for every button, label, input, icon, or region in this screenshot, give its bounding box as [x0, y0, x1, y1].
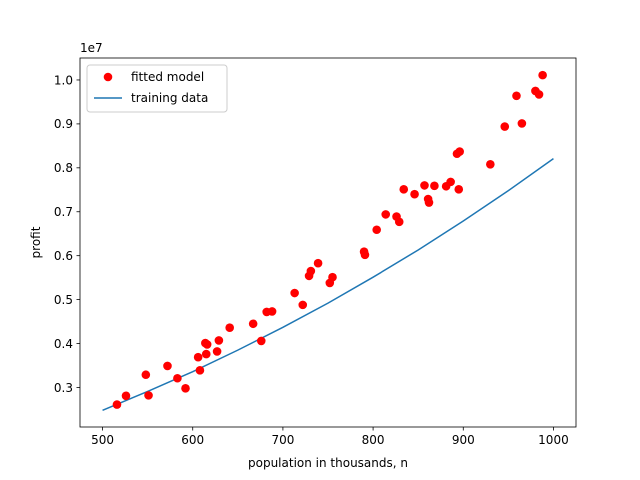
y-tick-label: 0.8 [54, 161, 73, 175]
scatter-point [420, 181, 429, 190]
scatter-point [410, 189, 419, 199]
y-tick-label: 1.0 [54, 73, 73, 87]
scatter-point [381, 210, 391, 219]
y-tick-label: 0.6 [54, 249, 73, 263]
y-tick-label: 0.4 [54, 337, 73, 351]
x-tick-label: 900 [452, 433, 475, 447]
scatter-point [248, 319, 258, 329]
scatter-point [212, 347, 222, 356]
scatter-point [372, 225, 382, 235]
scatter-point [512, 91, 521, 101]
scatter-point [306, 266, 316, 276]
scatter-point [112, 400, 122, 409]
scatter-point [313, 258, 323, 268]
x-axis-label: population in thousands, n [248, 456, 408, 470]
scatter-point [202, 340, 212, 349]
scatter-point [256, 336, 266, 346]
scatter-point [298, 300, 308, 310]
legend-marker-fitted-model [103, 72, 113, 82]
scatter-point [193, 352, 203, 362]
scatter-point [454, 185, 464, 194]
legend: fitted model training data [86, 64, 228, 113]
plot-area [102, 70, 554, 412]
axes-frame [79, 57, 577, 428]
scatter-point [517, 119, 527, 128]
scatter-point [430, 181, 439, 191]
y-tick-label: 0.9 [54, 117, 73, 131]
scatter-point [214, 336, 224, 345]
scatter-point [500, 122, 510, 131]
scatter-point [446, 177, 455, 187]
scatter-point [141, 370, 151, 380]
scatter-point [173, 373, 182, 383]
x-tick-label: 700 [271, 433, 294, 447]
scatter-point [267, 307, 277, 316]
y-tick-label: 0.7 [54, 205, 73, 219]
scatter-point [538, 70, 547, 80]
scatter-point [163, 361, 172, 371]
scatter-point [328, 272, 337, 282]
scatter-point [424, 198, 434, 207]
scatter-point [486, 160, 495, 169]
y-axis-offset-label: 1e7 [80, 41, 103, 55]
x-tick-label: 500 [91, 433, 114, 447]
scatter-point [201, 349, 211, 359]
y-tick-label: 0.5 [54, 293, 73, 307]
legend-label: training data [131, 91, 208, 105]
scatter-point [121, 391, 131, 401]
scatter-point [360, 250, 370, 260]
scatter-point [455, 147, 464, 156]
y-axis: 0.3 0.4 0.5 0.6 0.7 0.8 0.9 1.0 [54, 73, 80, 395]
x-tick-label: 600 [181, 433, 204, 447]
x-tick-label: 800 [362, 433, 385, 447]
x-axis: 500 600 700 800 900 1000 [91, 427, 569, 447]
scatter-point [144, 391, 153, 400]
y-tick-label: 0.3 [54, 381, 73, 395]
x-tick-label: 1000 [538, 433, 569, 447]
scatter-point [181, 384, 190, 393]
y-axis-label: profit [29, 226, 43, 258]
scatter-point [534, 90, 544, 99]
legend-box [86, 64, 228, 113]
scatter-point [399, 185, 409, 194]
scatter-point [195, 366, 205, 375]
legend-label: fitted model [131, 70, 204, 84]
scatter-point [394, 217, 404, 227]
scatter-point [290, 288, 299, 298]
scatter-point [225, 323, 234, 333]
